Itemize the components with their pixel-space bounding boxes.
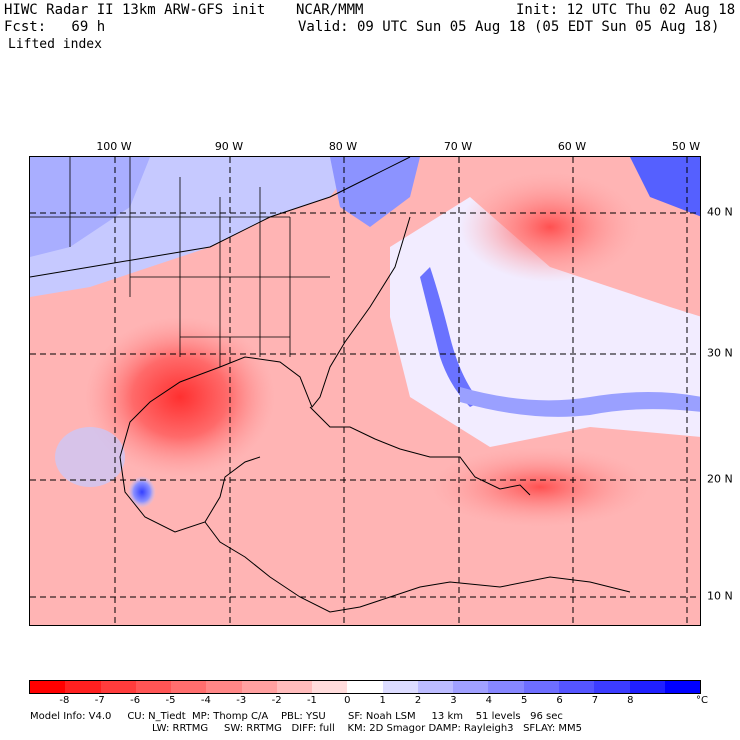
model-info-line-2: LW: RRTMG SW: RRTMG DIFF: full KM: 2D Sm… xyxy=(152,723,582,734)
colorbar-cell xyxy=(629,681,665,693)
colorbar-tick-label: -8 xyxy=(59,695,70,706)
field-stable-mexico-west xyxy=(55,427,125,487)
colorbar-tick-label: 0 xyxy=(344,695,351,706)
colorbar-cell xyxy=(241,681,277,693)
colorbar-cell xyxy=(558,681,595,693)
model-info-line-1: Model Info: V4.0 CU: N_Tiedt MP: Thomp C… xyxy=(30,711,563,722)
colorbar xyxy=(29,680,701,694)
colorbar-cell xyxy=(664,681,701,693)
field-stable-nw xyxy=(30,157,150,257)
coastline-antilles xyxy=(309,406,531,496)
colorbar-cell xyxy=(594,681,630,693)
colorbar-tick-label: 7 xyxy=(591,695,599,706)
colorbar-cell xyxy=(171,681,207,693)
coastline-gulf xyxy=(119,216,411,533)
colorbar-tick-label: -6 xyxy=(130,695,141,706)
colorbar-cell xyxy=(488,681,524,693)
map-canvas xyxy=(30,157,700,625)
colorbar-tick-label: -7 xyxy=(94,695,105,706)
colorbar-cell xyxy=(135,681,172,693)
colorbar-cell xyxy=(65,681,101,693)
init-time: Init: 12 UTC Thu 02 Aug 18 xyxy=(516,2,736,18)
colorbar-tick-label: 8 xyxy=(627,695,634,706)
colorbar-unit: °C xyxy=(696,695,708,706)
lon-label-100w: 100 W xyxy=(96,140,132,153)
colorbar-cell xyxy=(453,681,489,693)
colorbar-cell xyxy=(276,681,313,693)
field-unstable-atlantic-core xyxy=(460,172,640,282)
lon-label-80w: 80 W xyxy=(328,140,358,153)
coastline-north xyxy=(30,157,411,278)
colorbar-cell xyxy=(523,681,559,693)
colorbar-tick-label: 4 xyxy=(485,695,492,706)
field-atlantic-ridge-2 xyxy=(460,387,700,417)
lat-label-20n: 20 N xyxy=(707,472,733,486)
colorbar-cell xyxy=(347,681,383,693)
colorbar-tick-label: 1 xyxy=(379,695,386,706)
colorbar-cell xyxy=(417,681,454,693)
colorbar-cell xyxy=(30,681,66,693)
source-label: NCAR/MMM xyxy=(296,2,364,18)
lifted-index-map xyxy=(29,156,701,626)
lon-label-50w: 50 W xyxy=(671,140,701,153)
lat-label-40n: 40 N xyxy=(707,205,733,219)
colorbar-cell xyxy=(382,681,418,693)
coastline-south xyxy=(204,521,631,613)
forecast-hour: Fcst: 69 h xyxy=(4,19,106,35)
lon-label-60w: 60 W xyxy=(557,140,587,153)
lon-label-70w: 70 W xyxy=(443,140,473,153)
field-stable-pocket-mexico xyxy=(128,476,156,508)
field-unstable-gulf-core xyxy=(85,317,275,477)
valid-time: Valid: 09 UTC Sun 05 Aug 18 (05 EDT Sun … xyxy=(298,19,720,35)
colorbar-tick-label: -2 xyxy=(271,695,282,706)
lat-label-30n: 30 N xyxy=(707,346,733,360)
field-stable-ne-us xyxy=(330,157,420,227)
field-atlantic-ridge-1 xyxy=(420,267,480,407)
product-title: HIWC Radar II 13km ARW-GFS init xyxy=(4,2,266,18)
colorbar-tick-label: 6 xyxy=(556,695,563,706)
field-unstable-caribbean-core xyxy=(430,447,650,527)
colorbar-tick-label: 2 xyxy=(414,695,422,706)
colorbar-tick-label: 3 xyxy=(450,695,457,706)
lat-label-10n: 10 N xyxy=(707,589,733,603)
field-name: Lifted index xyxy=(8,37,102,52)
colorbar-cell xyxy=(312,681,348,693)
graticule xyxy=(30,157,700,625)
colorbar-tick-label: -1 xyxy=(306,695,317,706)
colorbar-tick-label: -4 xyxy=(200,695,211,706)
colorbar-tick-label: -3 xyxy=(236,695,247,706)
lon-label-90w: 90 W xyxy=(214,140,244,153)
colorbar-tick-label: -5 xyxy=(165,695,176,706)
colorbar-cell xyxy=(206,681,242,693)
field-stable-far-ne xyxy=(630,157,700,217)
colorbar-tick-label: 5 xyxy=(520,695,528,706)
colorbar-cell xyxy=(100,681,136,693)
